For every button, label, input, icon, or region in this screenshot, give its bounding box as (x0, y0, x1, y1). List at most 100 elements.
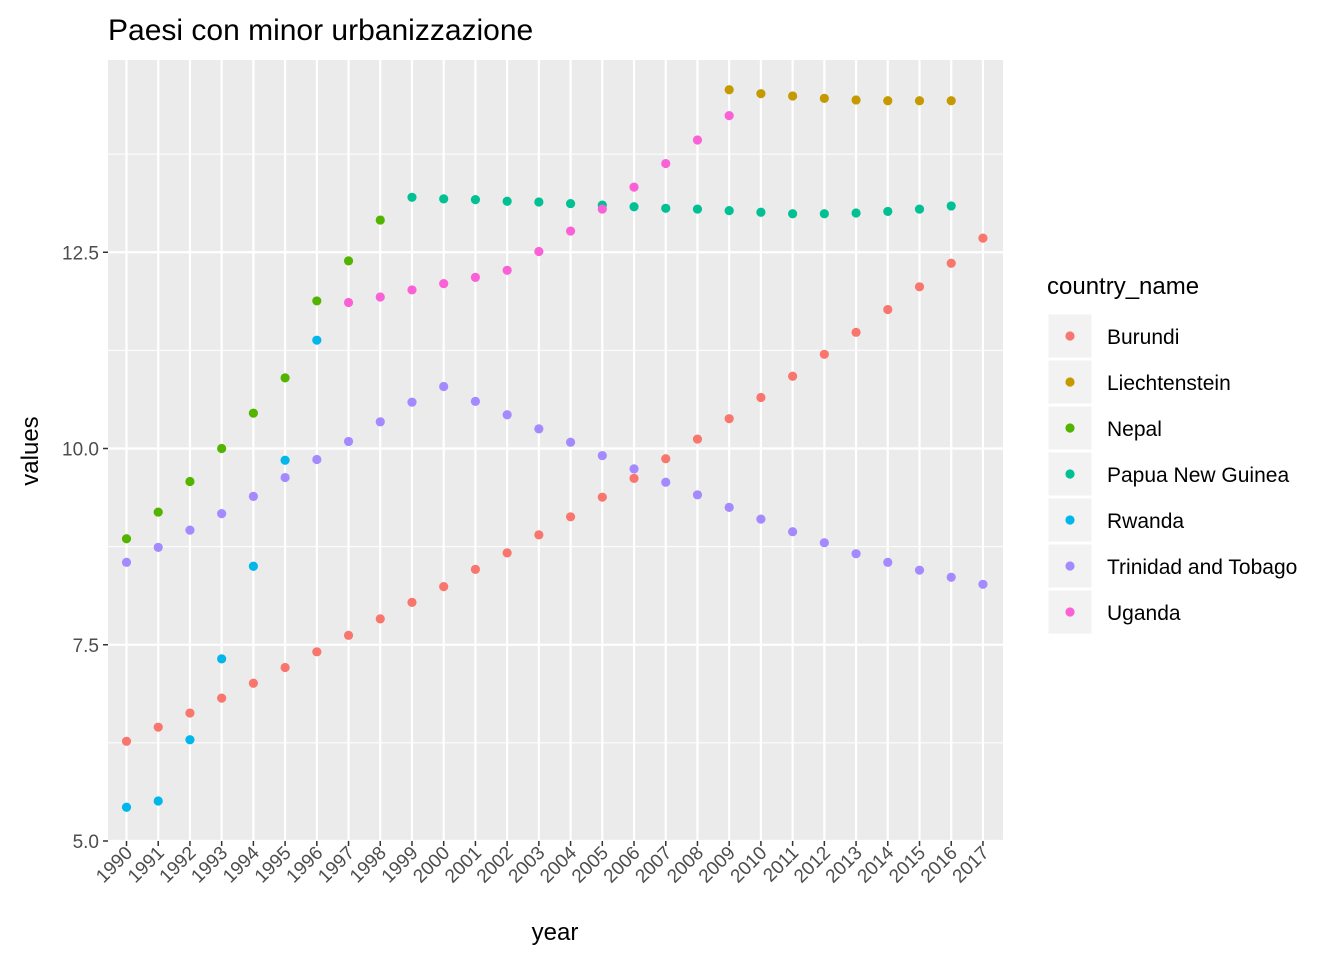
data-point-nepal (375, 215, 385, 225)
legend-items: Burundi Liechtenstein Nepal Papua New Guine… (1047, 313, 1297, 635)
data-point-trinidad-and-tobago (756, 514, 766, 524)
data-point-papua-new-guinea (883, 206, 893, 217)
data-point-trinidad-and-tobago (629, 464, 639, 474)
data-point-trinidad-and-tobago (439, 381, 449, 392)
data-point-trinidad-and-tobago (565, 437, 576, 447)
data-point-rwanda (312, 335, 322, 345)
legend: country_name Burundi Liechtenstein Nepal Pa… (1047, 273, 1297, 635)
data-point-papua-new-guinea (756, 207, 766, 217)
data-point-trinidad-and-tobago (470, 396, 481, 406)
data-point-burundi (121, 736, 132, 746)
data-point-trinidad-and-tobago (978, 579, 988, 589)
data-point-trinidad-and-tobago (692, 490, 703, 500)
data-point-papua-new-guinea (661, 203, 671, 213)
data-point-liechtenstein (851, 95, 861, 105)
data-point-burundi (248, 678, 258, 688)
data-point-uganda (407, 285, 417, 295)
data-point-trinidad-and-tobago (534, 424, 544, 434)
data-point-rwanda (248, 561, 258, 571)
data-point-papua-new-guinea (470, 195, 481, 205)
legend-label-uganda: Uganda (1107, 602, 1181, 625)
data-point-burundi (565, 512, 576, 522)
data-point-burundi (217, 693, 227, 703)
legend-title: country_name (1047, 273, 1199, 300)
data-point-burundi (597, 492, 607, 502)
data-point-burundi (819, 349, 829, 359)
data-point-burundi (724, 414, 734, 424)
data-point-nepal (343, 256, 354, 266)
data-point-trinidad-and-tobago (724, 502, 734, 512)
data-point-papua-new-guinea (914, 204, 925, 214)
data-point-rwanda (185, 735, 195, 745)
data-point-liechtenstein (756, 89, 766, 99)
y-tick-label: 7.5 (73, 636, 99, 657)
data-points (121, 85, 988, 812)
legend-label-liechtenstein: Liechtenstein (1107, 372, 1231, 395)
data-point-burundi (851, 327, 861, 337)
y-axis-title: values (17, 416, 44, 485)
data-point-trinidad-and-tobago (375, 417, 385, 427)
data-point-trinidad-and-tobago (312, 454, 322, 465)
chart-title: Paesi con minor urbanizzazione (108, 14, 533, 47)
data-point-burundi (661, 454, 671, 464)
y-tick-label: 12.5 (62, 243, 99, 264)
data-point-burundi (439, 582, 449, 592)
data-point-trinidad-and-tobago (819, 538, 829, 548)
data-point-burundi (502, 548, 512, 558)
data-point-uganda (375, 292, 385, 302)
data-point-burundi (312, 647, 322, 657)
data-point-liechtenstein (819, 93, 829, 103)
data-point-papua-new-guinea (692, 204, 703, 214)
data-point-burundi (407, 597, 417, 607)
data-point-trinidad-and-tobago (121, 557, 132, 567)
data-point-papua-new-guinea (724, 206, 734, 216)
legend-marker-liechtenstein (1065, 377, 1075, 387)
legend-label-trinidad-and-tobago: Trinidad and Tobago (1107, 556, 1297, 579)
data-point-uganda (565, 226, 576, 236)
y-axis: 5.0 7.5 10.0 12.5 (62, 243, 108, 853)
data-point-papua-new-guinea (565, 198, 576, 209)
legend-label-rwanda: Rwanda (1107, 510, 1184, 533)
data-point-uganda (597, 204, 607, 214)
data-point-trinidad-and-tobago (597, 450, 607, 461)
data-point-trinidad-and-tobago (883, 557, 893, 567)
y-tick-label: 5.0 (73, 832, 99, 853)
legend-label-papua-new-guinea: Papua New Guinea (1107, 464, 1289, 487)
legend-label-burundi: Burundi (1107, 326, 1179, 349)
data-point-uganda (502, 265, 512, 275)
data-point-uganda (692, 135, 703, 145)
data-point-burundi (756, 392, 766, 403)
data-point-trinidad-and-tobago (407, 397, 417, 407)
data-point-liechtenstein (914, 96, 925, 106)
data-point-nepal (312, 296, 322, 306)
data-point-liechtenstein (724, 85, 734, 95)
data-point-burundi (978, 233, 988, 243)
data-point-trinidad-and-tobago (851, 549, 861, 559)
data-point-uganda (661, 158, 671, 169)
data-point-trinidad-and-tobago (661, 477, 671, 487)
data-point-papua-new-guinea (534, 197, 544, 207)
data-point-trinidad-and-tobago (153, 542, 163, 553)
data-point-uganda (470, 272, 481, 282)
data-point-trinidad-and-tobago (502, 410, 512, 420)
data-point-papua-new-guinea (819, 209, 829, 219)
legend-marker-nepal (1065, 423, 1075, 433)
data-point-nepal (185, 476, 195, 487)
data-point-burundi (280, 662, 290, 673)
data-point-rwanda (217, 654, 227, 664)
data-point-burundi (153, 722, 163, 732)
data-point-trinidad-and-tobago (217, 509, 227, 519)
data-point-burundi (375, 614, 385, 624)
data-point-liechtenstein (946, 96, 956, 106)
data-point-papua-new-guinea (629, 202, 639, 212)
data-point-liechtenstein (883, 96, 893, 106)
legend-marker-rwanda (1065, 515, 1075, 525)
data-point-papua-new-guinea (788, 209, 798, 219)
data-point-papua-new-guinea (407, 192, 417, 202)
data-point-papua-new-guinea (851, 208, 861, 218)
legend-marker-trinidad-and-tobago (1065, 561, 1075, 571)
x-tick-label: 2017 (949, 843, 994, 888)
minor-gridlines (108, 153, 1003, 744)
data-point-trinidad-and-tobago (914, 565, 925, 575)
